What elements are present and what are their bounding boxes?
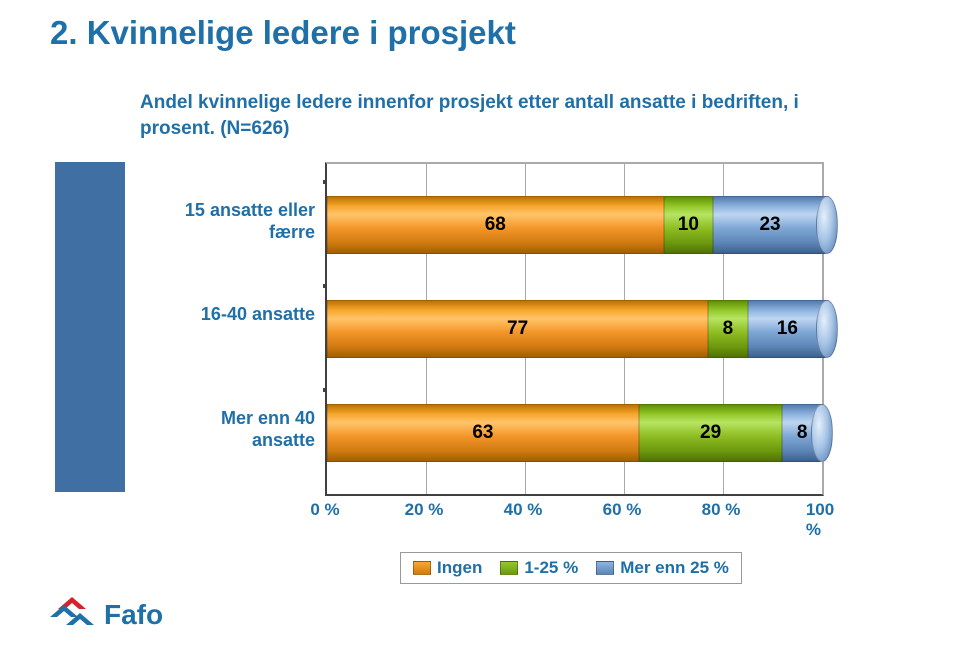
axis-minor-tick xyxy=(323,388,325,392)
x-tick-label: 100 % xyxy=(806,500,834,540)
legend-label: Ingen xyxy=(437,558,482,578)
page-subtitle: Andel kvinnelige ledere innenfor prosjek… xyxy=(140,90,840,141)
bar-segment: 77 xyxy=(327,300,708,358)
legend-swatch-icon xyxy=(413,561,431,575)
category-label: 16-40 ansatte xyxy=(135,304,315,326)
brand-logo: Fafo xyxy=(50,597,163,633)
logo-text: Fafo xyxy=(104,599,163,631)
category-label: 15 ansatte ellerfærre xyxy=(135,200,315,243)
page-title: 2. Kvinnelige ledere i prosjekt xyxy=(50,14,516,52)
bar-end-cap-icon xyxy=(816,300,838,358)
logo-mark-icon xyxy=(50,597,94,633)
x-tick-label: 40 % xyxy=(504,500,543,520)
legend-swatch-icon xyxy=(500,561,518,575)
legend-swatch-icon xyxy=(596,561,614,575)
slide: 2. Kvinnelige ledere i prosjekt Andel kv… xyxy=(0,0,960,663)
bar-row: 63298 xyxy=(327,404,822,462)
bar-row: 77816 xyxy=(327,300,827,358)
legend-label: Mer enn 25 % xyxy=(620,558,729,578)
legend-item: Mer enn 25 % xyxy=(596,558,729,578)
chart-plot-area: 6810237781663298 xyxy=(325,162,824,496)
bar-segment: 29 xyxy=(639,404,783,462)
x-tick-label: 80 % xyxy=(702,500,741,520)
chart-region: 6810237781663298 Ingen 1-25 % Mer enn 25… xyxy=(140,162,820,582)
legend-item: Ingen xyxy=(413,558,482,578)
bar-segment: 16 xyxy=(748,300,827,358)
category-label: Mer enn 40ansatte xyxy=(135,408,315,451)
x-tick-label: 20 % xyxy=(405,500,444,520)
bar-end-cap-icon xyxy=(811,404,833,462)
decorative-left-band xyxy=(55,162,125,492)
bar-segment: 63 xyxy=(327,404,639,462)
axis-minor-tick xyxy=(323,284,325,288)
bar-segment: 8 xyxy=(708,300,748,358)
x-tick-label: 60 % xyxy=(603,500,642,520)
bar-segment: 68 xyxy=(327,196,664,254)
bar-segment: 10 xyxy=(664,196,714,254)
legend-item: 1-25 % xyxy=(500,558,578,578)
legend-label: 1-25 % xyxy=(524,558,578,578)
chart-legend: Ingen 1-25 % Mer enn 25 % xyxy=(400,552,742,584)
bar-row: 681023 xyxy=(327,196,827,254)
bar-segment: 8 xyxy=(782,404,822,462)
bar-end-cap-icon xyxy=(816,196,838,254)
x-tick-label: 0 % xyxy=(310,500,339,520)
bar-segment: 23 xyxy=(713,196,827,254)
axis-minor-tick xyxy=(323,180,325,184)
